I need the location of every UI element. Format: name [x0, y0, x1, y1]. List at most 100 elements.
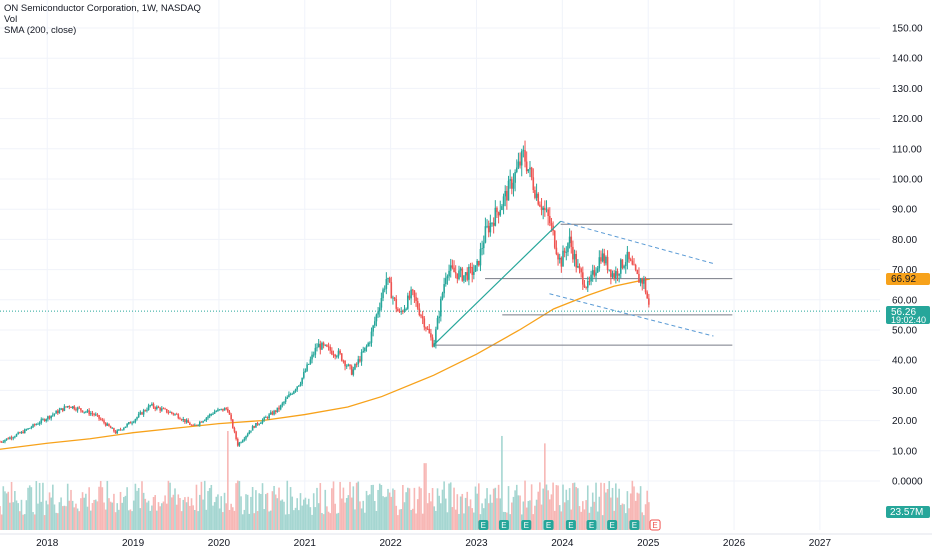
candle-body [5, 438, 8, 440]
channel-line [560, 220, 714, 265]
candle-body [286, 397, 289, 399]
volume-bar [14, 491, 16, 530]
vol-label[interactable]: Vol [4, 14, 18, 25]
candle-body [550, 223, 553, 226]
candle-body [88, 410, 90, 415]
candle-body [131, 422, 133, 424]
volume-bar [352, 486, 355, 530]
candle-body [459, 268, 462, 271]
candle-body [321, 342, 323, 350]
candle-body [529, 167, 531, 170]
last-price-text: 56.26 [891, 307, 916, 318]
volume-bar [619, 504, 622, 530]
volume-bar [392, 488, 394, 530]
candle-body [127, 422, 130, 424]
candle-body [159, 407, 161, 411]
volume-bar [302, 499, 305, 530]
symbol-title[interactable]: ON Semiconductor Corporation, 1W, NASDAQ [4, 3, 201, 14]
volume-bar [61, 506, 64, 530]
candle-body [265, 417, 267, 418]
volume-bar [436, 488, 439, 530]
volume-bar [103, 502, 105, 530]
candle-body [114, 431, 117, 434]
time-axis[interactable]: 2018 2019 2020 2021 2022 2023 2024 2025 2026 2027 [0, 533, 932, 549]
candle-body [553, 230, 556, 248]
volume-bar [477, 483, 480, 530]
sma-label[interactable]: SMA (200, close) [4, 25, 77, 36]
candle-body [20, 431, 23, 434]
candle-body [45, 419, 48, 421]
volume-bar [496, 498, 498, 530]
candle-body [359, 359, 361, 362]
candle-body [623, 266, 625, 268]
volume-bar [159, 506, 161, 530]
candle-body [613, 273, 615, 279]
candle-body [453, 267, 455, 273]
volume-bar [413, 487, 416, 530]
candle-body [484, 226, 487, 243]
candle-body [124, 426, 127, 428]
volume-bar [512, 496, 515, 530]
horizontal-levels[interactable] [0, 223, 880, 346]
volume-bar [253, 513, 256, 530]
candle-body [9, 437, 11, 440]
candlesticks [0, 140, 650, 447]
candle-body [228, 411, 231, 415]
x-tick-label: 2027 [809, 538, 832, 549]
volume-bar [141, 481, 143, 530]
volume-bar [573, 482, 576, 530]
candle-body [393, 297, 396, 300]
volume-bar [611, 487, 614, 530]
candle-body [633, 264, 635, 266]
candle-body [610, 269, 612, 277]
volume-bar [85, 493, 87, 530]
volume-bar [522, 501, 525, 530]
candle-body [496, 207, 498, 213]
volume-bar [28, 485, 31, 530]
candle-body [615, 271, 617, 279]
candle-body [603, 253, 606, 264]
candle-body [7, 438, 10, 440]
volume-bar [223, 492, 226, 530]
volume-bar [469, 499, 472, 530]
volume-bar [83, 497, 86, 530]
y-tick-label: 40.00 [892, 356, 917, 367]
volume-bar [164, 495, 166, 530]
candle-body [454, 272, 457, 274]
volume-bar [327, 511, 330, 530]
volume-bar [154, 495, 156, 530]
candle-body [471, 267, 473, 275]
volume-bar [565, 489, 568, 530]
volume-bar [136, 490, 138, 530]
candle-body [170, 411, 173, 414]
volume-bar [405, 492, 407, 530]
volume-bar [558, 505, 561, 530]
volume-bar [639, 486, 642, 530]
candle-body [511, 179, 513, 189]
candle-body [519, 161, 521, 166]
candle-body [380, 298, 383, 308]
candle-body [428, 328, 431, 334]
candle-body [611, 273, 614, 277]
candle-body [293, 391, 295, 394]
volume-bar [111, 502, 114, 530]
volume-bar [218, 508, 221, 530]
candle-body [139, 412, 142, 415]
candle-body [132, 421, 135, 423]
x-tick-label: 2018 [36, 538, 59, 549]
candle-body [119, 429, 122, 431]
volume-bar [73, 507, 76, 530]
volume-bar [398, 509, 401, 530]
candle-body [48, 416, 51, 419]
drawings[interactable] [433, 220, 714, 346]
candle-body [197, 424, 199, 426]
volume-bar [123, 497, 125, 530]
candle-body [71, 406, 74, 409]
candle-body [540, 206, 543, 211]
y-tick-label: 130.00 [892, 84, 923, 95]
candle-body [624, 262, 627, 267]
price-axis[interactable]: 150.00 140.00 130.00 120.00 110.00 100.00 90.0… [892, 24, 923, 488]
candle-body [141, 412, 143, 415]
